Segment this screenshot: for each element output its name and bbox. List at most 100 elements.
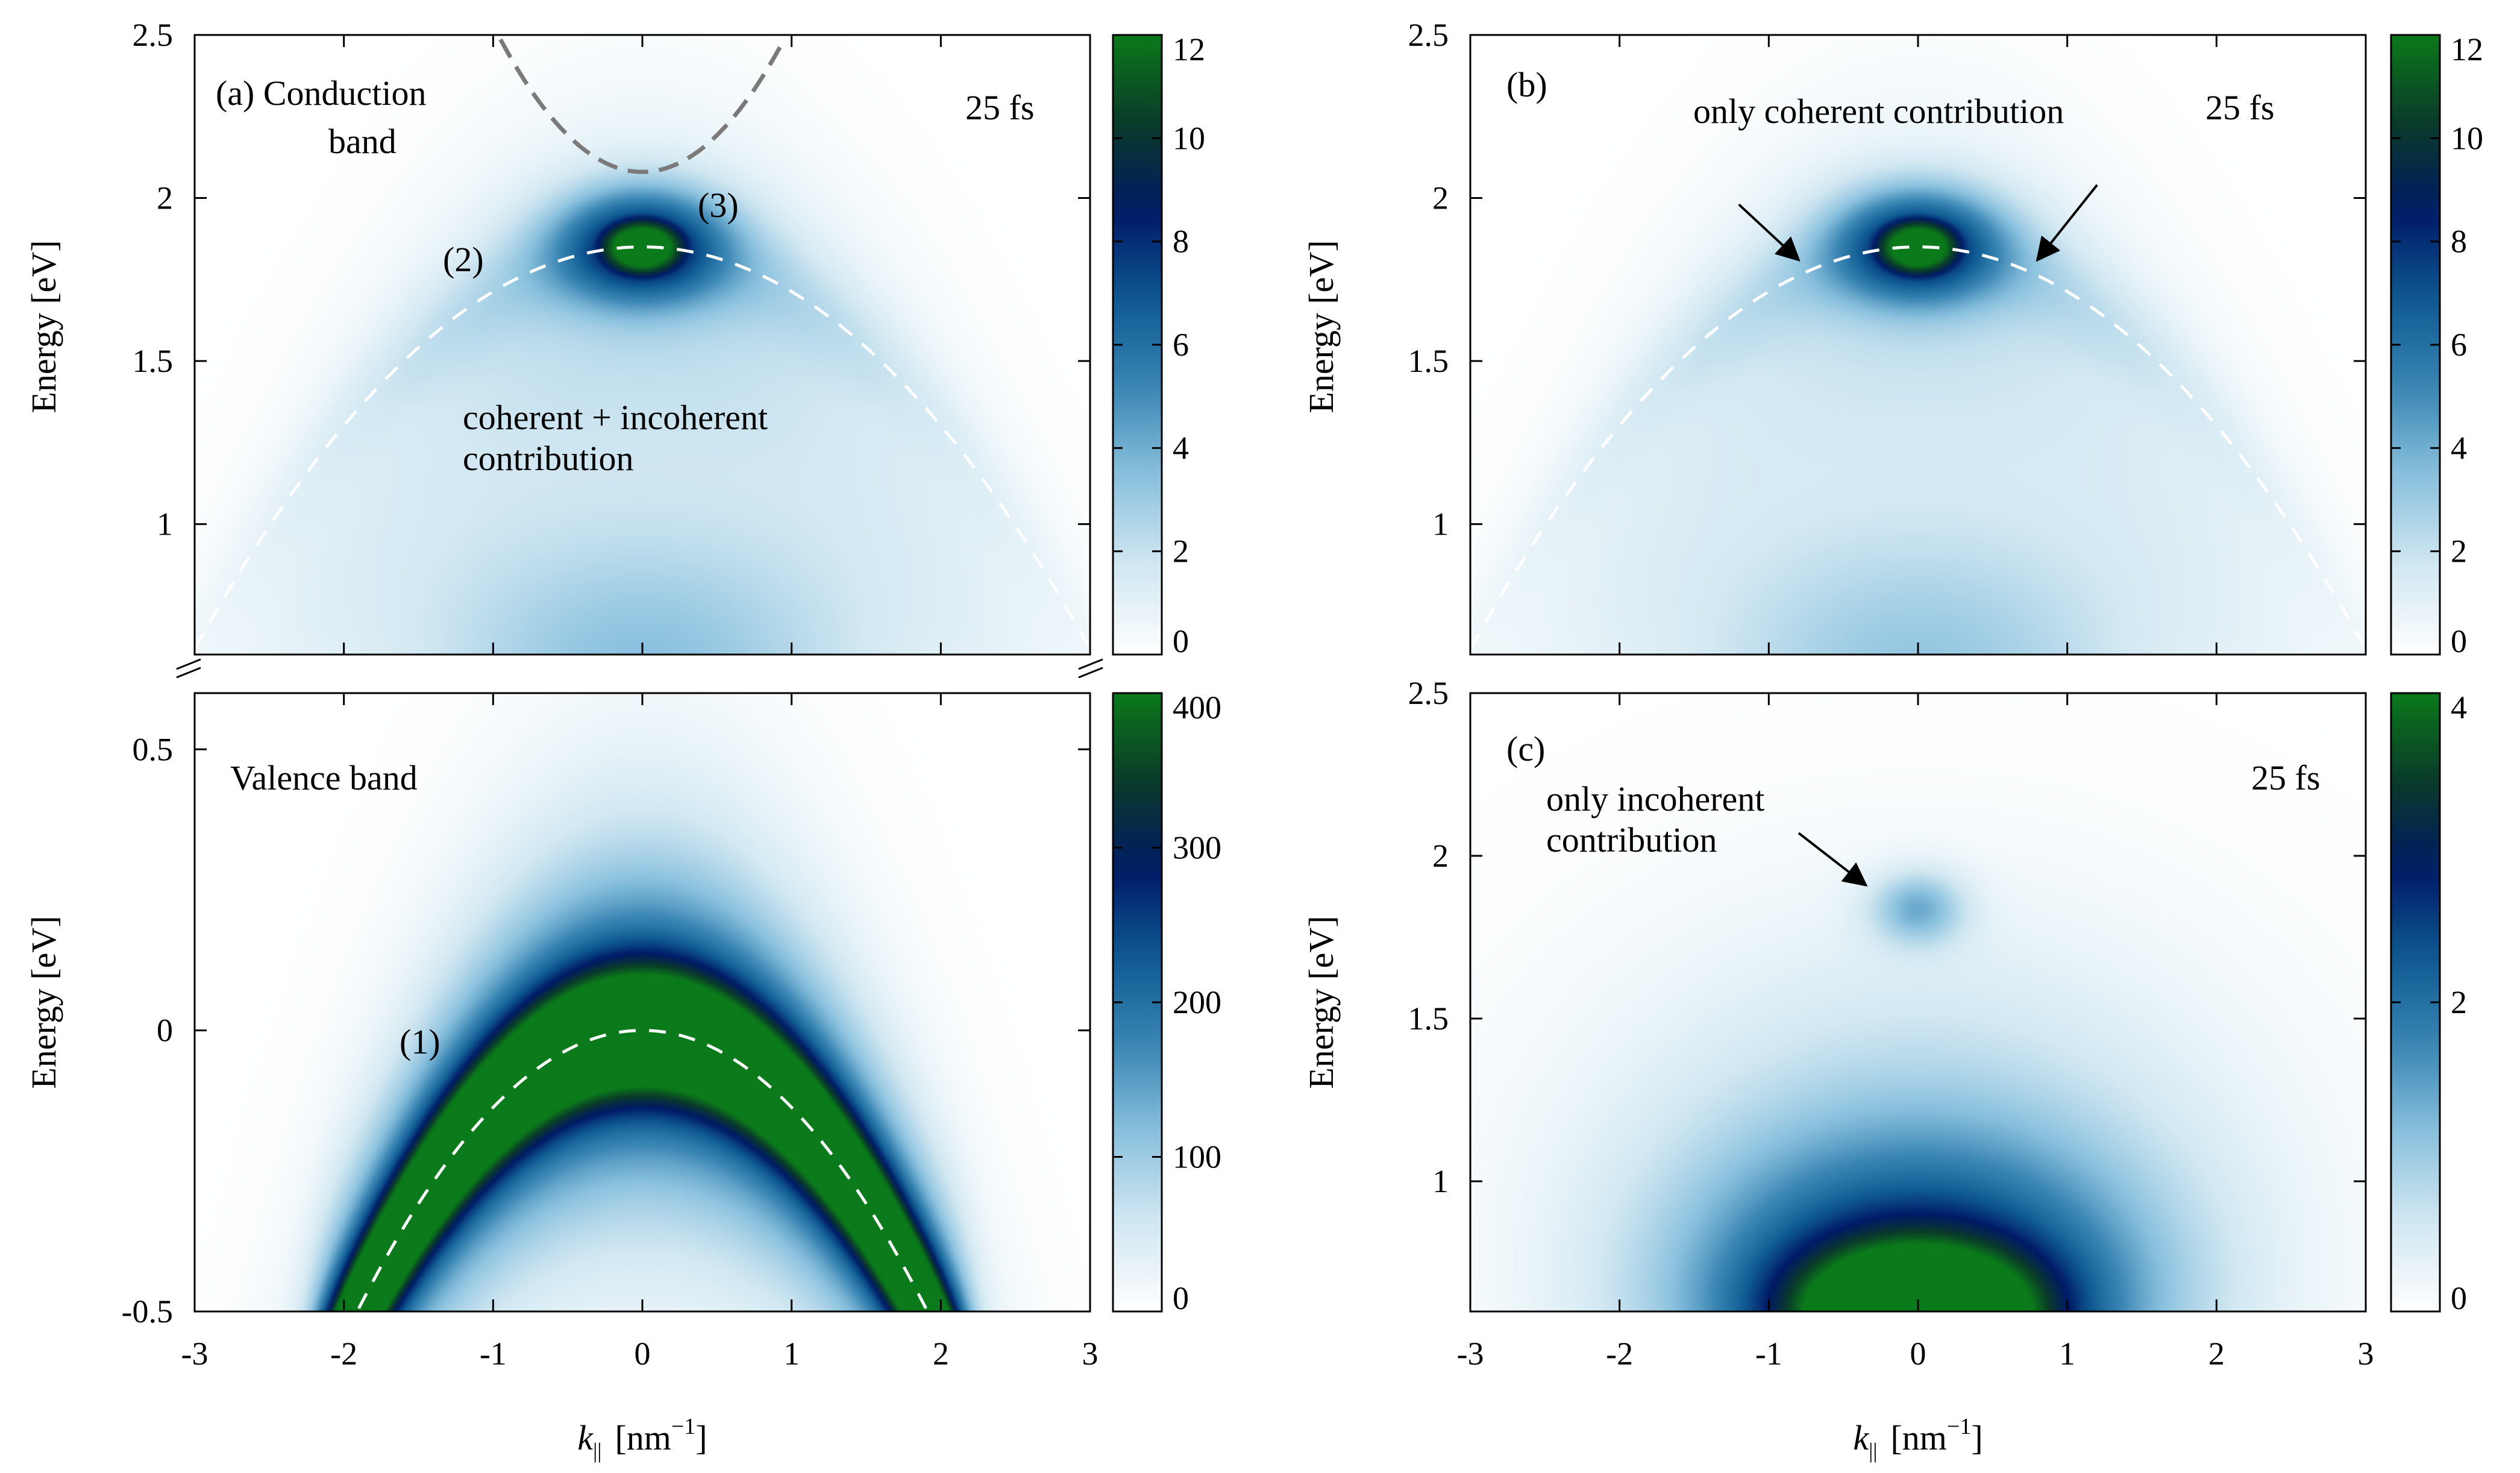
colorbar-tick-label: 8: [2451, 224, 2467, 260]
y-tick-label: 2: [1432, 838, 1449, 874]
axis-break-marks: [176, 658, 1103, 679]
panel-valence-curves: [357, 1029, 927, 1310]
y-tick-label: 1.5: [1408, 1000, 1449, 1037]
conduction-band-curve: [498, 38, 786, 174]
xlabel-unit: [nm: [615, 1418, 671, 1457]
x-tick-label: 2: [933, 1336, 949, 1372]
xlabel-k: k: [577, 1418, 594, 1457]
colorbar-tick-label: 12: [1173, 31, 1205, 68]
colorbar-tick-label: 2: [2451, 533, 2467, 570]
panel-c-title: (c): [1506, 729, 1545, 768]
panel-a-title-line1: (a) Conduction: [216, 74, 427, 113]
panel-valence-colorbar-ticks: 0 100 200 300 400: [1113, 689, 1221, 1316]
colorbar-tick-label: 0: [2451, 623, 2467, 659]
panel-a-colorbar-ticks: 0 2 4 6 8 10 12: [1113, 31, 1205, 659]
panel-a-title-line2: band: [328, 122, 396, 161]
y-tick-label: 2.5: [1408, 675, 1449, 711]
panel-a-annotation-line2: contribution: [463, 439, 634, 478]
panel-valence-ticks: -3 -2 -1 0 1 2 3 -0.5 0 0.5: [122, 693, 1099, 1372]
panel-b: 1 1.5 2 2.5 (b) 25 fs only coherent contrib…: [1302, 17, 2483, 659]
y-tick-label: 1: [1432, 1163, 1449, 1199]
panel-b-time-label: 25 fs: [2205, 88, 2274, 127]
colorbar-tick-label: 4: [1173, 430, 1189, 466]
y-tick-label: 1: [1432, 506, 1449, 542]
colorbar-tick-label: 10: [1173, 120, 1205, 156]
x-tick-label: 3: [2358, 1336, 2374, 1372]
panel-a-ylabel: Energy [eV]: [24, 240, 63, 413]
y-tick-label: 0: [157, 1013, 173, 1049]
xlabel-sup: −1: [1947, 1414, 1971, 1439]
colorbar-tick-label: 2: [2451, 984, 2467, 1020]
panel-c-annotation-line1: only incoherent: [1546, 779, 1764, 818]
x-tick-label: 1: [2059, 1336, 2075, 1372]
panel-valence-title: Valence band: [230, 758, 418, 797]
y-tick-label: -0.5: [122, 1293, 173, 1330]
panel-b-heatmap: [1470, 35, 2366, 655]
panel-a-curves: [193, 38, 1092, 650]
y-tick-label: 1.5: [133, 343, 174, 379]
x-tick-label: 0: [1910, 1336, 1926, 1372]
y-tick-label: 2: [157, 180, 173, 216]
panel-c-xlabel: k|| [nm−1]: [1853, 1414, 1982, 1463]
colorbar-tick-label: 0: [1173, 623, 1189, 659]
panel-a-time-label: 25 fs: [965, 88, 1034, 127]
panel-a-marker-2: (2): [443, 240, 484, 279]
x-tick-label: 1: [783, 1336, 800, 1372]
panel-valence-ylabel: Energy [eV]: [24, 916, 63, 1088]
panel-c-ticks: -3 -2 -1 0 1 2 3 1 1.5 2 2.5: [1408, 675, 2374, 1372]
colorbar-tick-label: 6: [2451, 327, 2467, 363]
xlabel-end: ]: [695, 1418, 707, 1457]
colorbar-tick-label: 2: [1173, 533, 1189, 570]
panel-b-curves: [1468, 184, 2368, 650]
panel-a: 1 1.5 2 2.5 (a) Conduction band 25 fs (2) (…: [24, 17, 1205, 659]
y-tick-label: 1.5: [1408, 343, 1449, 379]
panel-c-colorbar-ticks: 0 2 4: [2391, 689, 2467, 1316]
panel-a-annotation-line1: coherent + incoherent: [463, 398, 768, 437]
xlabel-unit: [nm: [1890, 1418, 1946, 1457]
panel-c-ylabel: Energy [eV]: [1302, 916, 1341, 1088]
panel-valence-y-axis-label: Energy [eV]: [24, 916, 63, 1088]
y-tick-label: 2.5: [1408, 17, 1449, 53]
colorbar-tick-label: 4: [2451, 430, 2467, 466]
colorbar-tick-label: 0: [1173, 1280, 1189, 1316]
colorbar-tick-label: 200: [1173, 984, 1221, 1020]
colorbar-tick-label: 6: [1173, 327, 1189, 363]
panel-b-title: (b): [1506, 65, 1547, 104]
y-tick-label: 1: [157, 506, 173, 542]
x-tick-label: 2: [2208, 1336, 2225, 1372]
colorbar-tick-label: 0: [2451, 1280, 2467, 1316]
panel-b-annotation: only coherent contribution: [1693, 92, 2064, 131]
panel-valence-heatmap: [195, 693, 1090, 1311]
panel-b-ylabel: Energy [eV]: [1302, 240, 1341, 413]
y-tick-label: 2: [1432, 180, 1449, 216]
x-tick-label: -1: [480, 1336, 507, 1372]
x-tick-label: -1: [1755, 1336, 1782, 1372]
panel-a-heatmap: [195, 35, 1090, 655]
panel-a-y-axis-label: Energy [eV]: [24, 240, 63, 413]
xlabel-end: ]: [1971, 1418, 1982, 1457]
xlabel-sub: ||: [1869, 1439, 1877, 1463]
panel-c-curves: [1798, 832, 1868, 887]
annotation-arrow: [1738, 203, 1801, 262]
panel-b-y-axis-label: Energy [eV]: [1302, 240, 1341, 413]
panel-valence-xlabel: k|| [nm−1]: [577, 1414, 707, 1463]
colorbar-tick-label: 12: [2451, 31, 2483, 68]
panel-b-ticks: 1 1.5 2 2.5: [1408, 17, 2367, 655]
y-tick-label: 2.5: [133, 17, 174, 53]
colorbar-tick-label: 4: [2451, 689, 2467, 726]
x-tick-label: -3: [1457, 1336, 1484, 1372]
panel-c-annotation-line2: contribution: [1546, 820, 1717, 859]
panel-c-heatmap: [1470, 693, 2366, 1311]
panel-valence: -3 -2 -1 0 1 2 3 -0.5 0 0.5 Valence band (1) Ener…: [24, 689, 1221, 1463]
panel-c: -3 -2 -1 0 1 2 3 1 1.5 2 2.5 (c) 25 fs only incohe…: [1302, 675, 2467, 1463]
x-tick-label: -2: [330, 1336, 357, 1372]
colorbar-tick-label: 300: [1173, 830, 1221, 866]
y-tick-label: 0.5: [133, 731, 174, 767]
panel-b-colorbar-ticks: 0 2 4 6 8 10 12: [2391, 31, 2483, 659]
colorbar-tick-label: 10: [2451, 120, 2483, 156]
panel-c-y-axis-label: Energy [eV]: [1302, 916, 1341, 1088]
valence-band-curve: [357, 1029, 927, 1310]
panel-c-time-label: 25 fs: [2251, 758, 2320, 797]
x-tick-label: 3: [1082, 1336, 1099, 1372]
